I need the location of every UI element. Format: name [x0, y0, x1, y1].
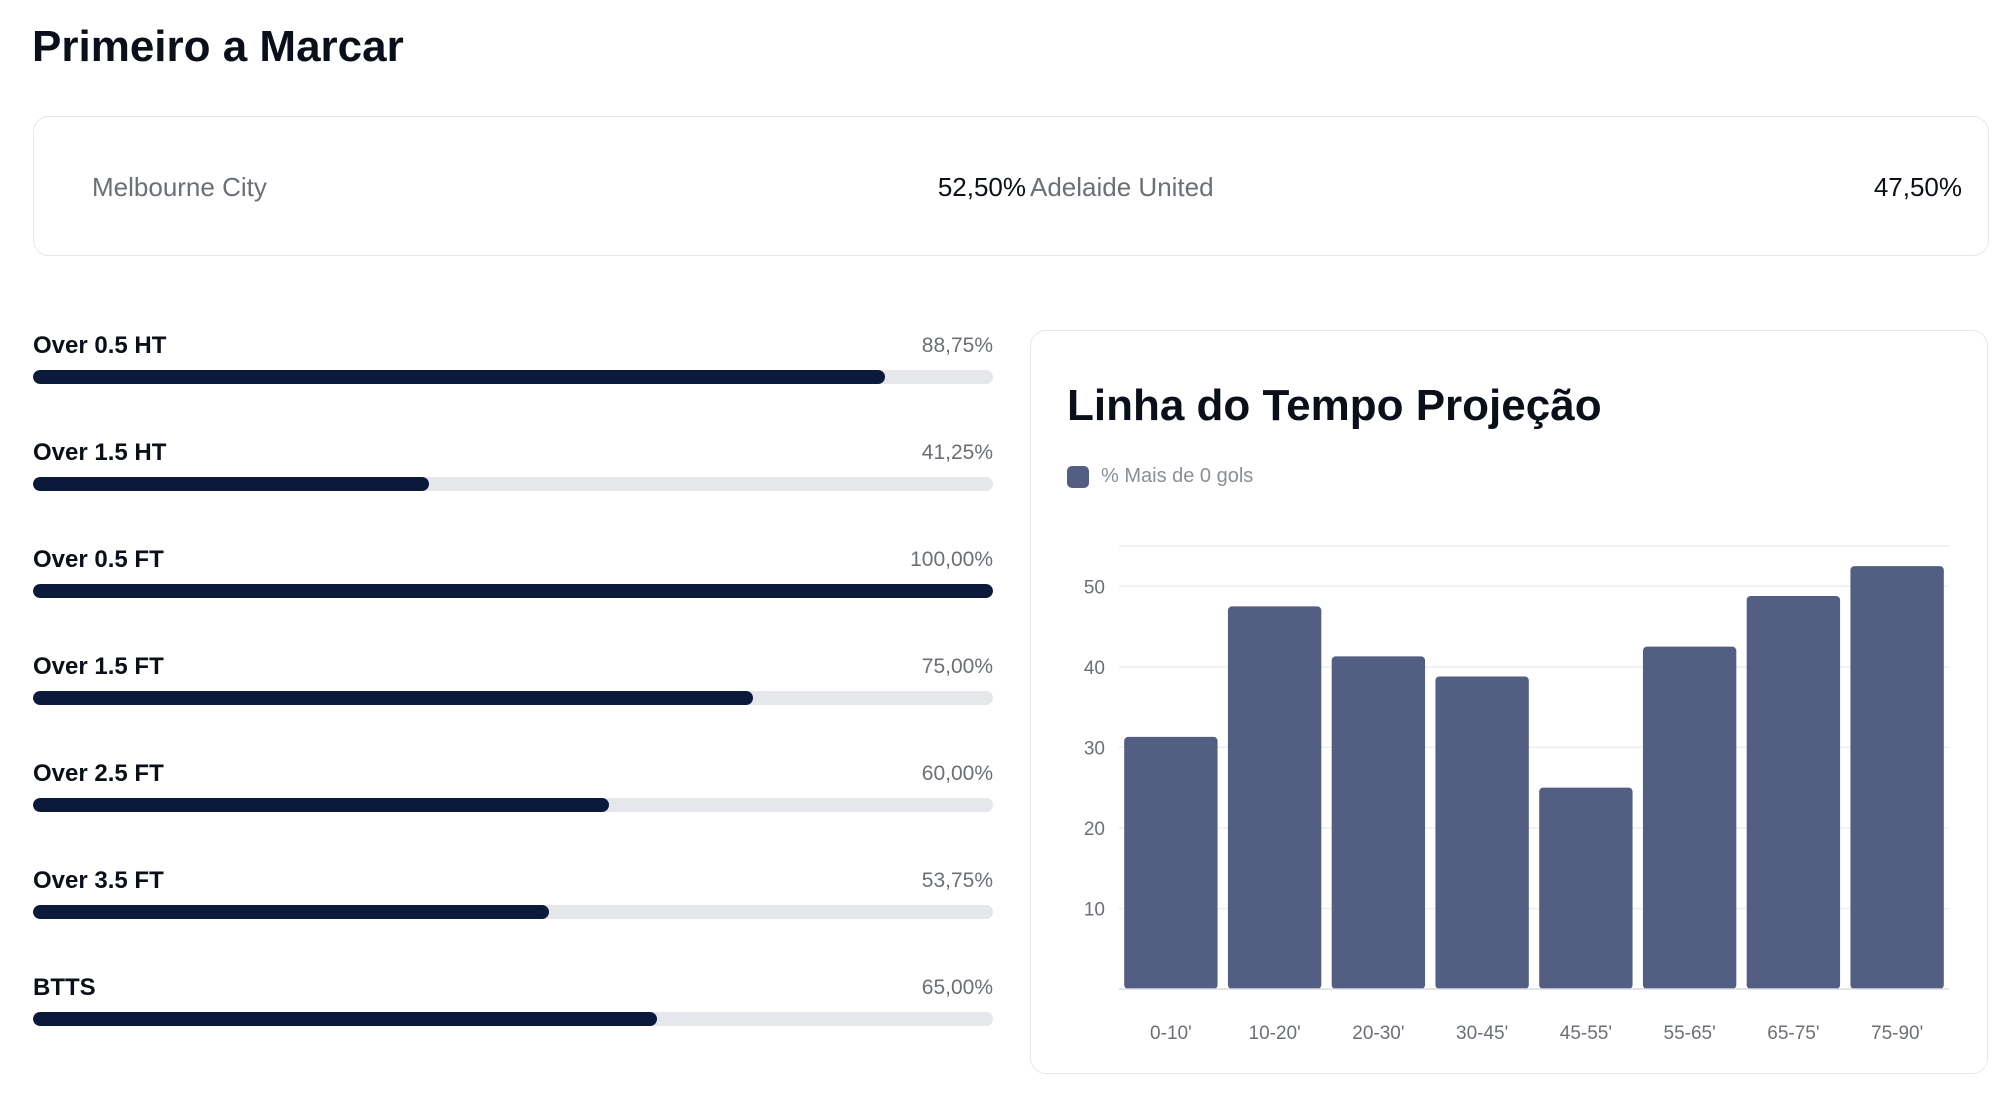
market-label: Over 1.5 FT	[33, 653, 164, 680]
away-team-percent: 47,50%	[1873, 171, 1962, 202]
page-title: Primeiro a Marcar	[32, 22, 404, 71]
market-over-1-5-ht: Over 1.5 HT 41,25%	[33, 429, 993, 536]
market-label: Over 2.5 FT	[33, 760, 164, 787]
chart-bar[interactable]	[1746, 595, 1841, 989]
market-percent: 88,75%	[921, 334, 993, 357]
market-over-1-5-ft: Over 1.5 FT 75,00%	[33, 643, 993, 750]
timeline-bar-chart: 10 20 30 40 50 0-10' 10-20' 20-30' 30-45' 45-55' 5…	[1084, 545, 1949, 1044]
chart-bar[interactable]	[1435, 676, 1529, 989]
x-tick-label: 75-90'	[1871, 1023, 1923, 1044]
market-progress-fill	[33, 691, 753, 705]
market-over-0-5-ft: Over 0.5 FT 100,00%	[33, 536, 993, 643]
market-percent: 60,00%	[921, 762, 993, 785]
market-percent: 65,00%	[921, 976, 993, 999]
x-tick-label: 20-30'	[1352, 1023, 1404, 1044]
market-progress-fill	[33, 798, 609, 812]
legend-label: % Mais de 0 gols	[1101, 465, 1254, 487]
home-team-percent: 52,50%	[937, 171, 1026, 202]
legend-swatch	[1067, 465, 1089, 488]
x-tick-label: 65-75'	[1767, 1023, 1819, 1044]
market-label: Over 0.5 FT	[33, 546, 164, 573]
chart-bar[interactable]	[1227, 606, 1322, 989]
market-label: Over 3.5 FT	[33, 867, 164, 894]
market-progress-fill	[33, 905, 549, 919]
market-progress-fill	[33, 584, 993, 598]
y-tick-label: 30	[1084, 738, 1105, 759]
market-label: BTTS	[33, 974, 96, 1001]
market-progress-track	[33, 691, 993, 705]
market-percent: 41,25%	[921, 441, 993, 464]
market-percent: 100,00%	[910, 548, 993, 571]
chart-bar[interactable]	[1124, 736, 1218, 989]
chart-bar[interactable]	[1331, 656, 1426, 989]
chart-bar[interactable]	[1850, 566, 1944, 989]
first-to-score-away: Adelaide United 47,50%	[1030, 117, 1962, 257]
chart-bar[interactable]	[1642, 646, 1737, 989]
y-tick-label: 40	[1084, 658, 1105, 679]
market-label: Over 0.5 HT	[33, 332, 167, 359]
y-tick-label: 10	[1084, 899, 1105, 920]
chart-legend[interactable]: % Mais de 0 gols	[1067, 465, 1253, 488]
market-progress-track	[33, 798, 993, 812]
x-tick-label: 45-55'	[1560, 1023, 1612, 1044]
x-tick-label: 0-10'	[1150, 1023, 1192, 1044]
market-percent: 53,75%	[921, 869, 993, 892]
first-to-score-home: Melbourne City 52,50%	[92, 117, 1026, 257]
market-progress-track	[33, 370, 993, 384]
market-progress-track	[33, 1012, 993, 1026]
market-progress-fill	[33, 477, 429, 491]
market-btts: BTTS 65,00%	[33, 964, 993, 1071]
market-progress-fill	[33, 370, 885, 384]
x-tick-label: 30-45'	[1456, 1023, 1508, 1044]
market-progress-track	[33, 477, 993, 491]
y-tick-label: 20	[1084, 819, 1105, 840]
home-team-name: Melbourne City	[92, 171, 267, 202]
x-tick-label: 10-20'	[1249, 1023, 1301, 1044]
market-over-3-5-ft: Over 3.5 FT 53,75%	[33, 857, 993, 964]
timeline-chart-card: Linha do Tempo Projeção % Mais de 0 gols…	[1030, 330, 1988, 1074]
x-tick-label: 55-65'	[1664, 1023, 1716, 1044]
market-progress-track	[33, 905, 993, 919]
away-team-name: Adelaide United	[1030, 171, 1214, 202]
market-over-0-5-ht: Over 0.5 HT 88,75%	[33, 322, 993, 429]
goal-markets-list: Over 0.5 HT 88,75% Over 1.5 HT 41,25% Ov…	[33, 322, 993, 1071]
first-to-score-card: Melbourne City 52,50% Adelaide United 47…	[33, 116, 1989, 256]
market-over-2-5-ft: Over 2.5 FT 60,00%	[33, 750, 993, 857]
y-tick-label: 50	[1084, 577, 1105, 598]
market-progress-track	[33, 584, 993, 598]
market-percent: 75,00%	[921, 655, 993, 678]
market-label: Over 1.5 HT	[33, 439, 167, 466]
chart-bar[interactable]	[1539, 787, 1633, 989]
chart-title: Linha do Tempo Projeção	[1067, 381, 1602, 430]
market-progress-fill	[33, 1012, 657, 1026]
